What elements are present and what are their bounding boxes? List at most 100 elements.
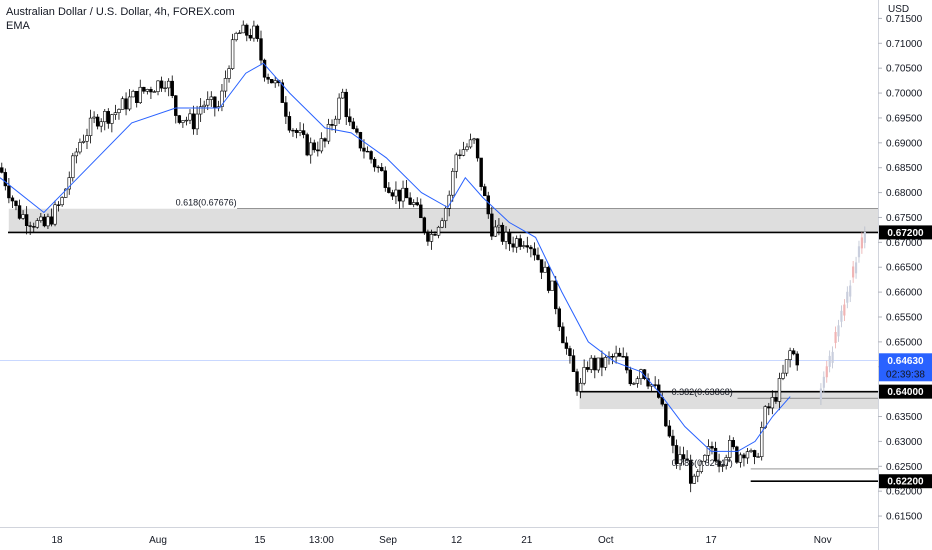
candle-body bbox=[728, 440, 732, 458]
candle-body bbox=[248, 35, 253, 39]
candle-body bbox=[532, 248, 537, 256]
candle-body bbox=[305, 134, 309, 156]
candle-body bbox=[330, 124, 334, 126]
projection-body bbox=[837, 325, 840, 337]
candle-body bbox=[507, 232, 512, 245]
candle-body bbox=[372, 158, 377, 168]
candle-body bbox=[259, 38, 263, 61]
candle-body bbox=[461, 149, 466, 156]
candle-body bbox=[443, 208, 448, 222]
candle-body bbox=[404, 187, 409, 199]
candle-body bbox=[14, 200, 18, 206]
candle-body bbox=[42, 216, 47, 227]
candle-body bbox=[387, 187, 391, 193]
countdown-label: 02:39:38 bbox=[886, 369, 925, 380]
candle-body bbox=[49, 216, 54, 225]
level-badge bbox=[879, 474, 932, 489]
candle-body bbox=[7, 185, 11, 199]
candle-body bbox=[458, 154, 462, 156]
candle-body bbox=[28, 225, 32, 227]
candle-body bbox=[312, 142, 316, 151]
y-tick-label: 0.62000 bbox=[886, 487, 923, 498]
candle-body bbox=[230, 39, 235, 69]
candle-body bbox=[340, 91, 345, 99]
candle-body bbox=[411, 202, 416, 205]
candle-body bbox=[610, 356, 615, 358]
candle-body bbox=[554, 280, 558, 310]
candle-body bbox=[497, 224, 501, 228]
candle-body bbox=[539, 259, 544, 273]
candle-body bbox=[362, 147, 366, 152]
candle-body bbox=[745, 451, 750, 459]
candle-body bbox=[323, 138, 327, 142]
indicator-label[interactable]: EMA bbox=[6, 20, 30, 32]
y-tick-label: 0.61500 bbox=[886, 512, 923, 523]
x-tick-label: 13:00 bbox=[309, 535, 334, 546]
candle-body bbox=[433, 234, 437, 236]
candle-body bbox=[603, 357, 608, 368]
current-price-badge bbox=[879, 353, 932, 382]
y-tick-label: 0.70000 bbox=[886, 89, 923, 100]
candle-body bbox=[617, 352, 622, 357]
candle-body bbox=[557, 308, 561, 328]
candle-body bbox=[99, 121, 103, 127]
candle-body bbox=[774, 397, 778, 402]
candle-body bbox=[177, 115, 182, 123]
candle-body bbox=[685, 458, 689, 461]
ema-line bbox=[0, 62, 791, 452]
x-tick-label: 12 bbox=[451, 535, 463, 546]
candle-body bbox=[174, 95, 178, 116]
candle-body bbox=[365, 150, 370, 153]
candle-body bbox=[436, 226, 441, 236]
candle-body bbox=[426, 231, 430, 242]
candle-body bbox=[688, 460, 693, 484]
candle-body bbox=[696, 471, 700, 477]
candle-body bbox=[756, 456, 760, 458]
candle-body bbox=[301, 130, 306, 135]
projection-body bbox=[860, 237, 864, 249]
projection-body bbox=[846, 291, 849, 303]
candle-body bbox=[784, 359, 789, 374]
x-tick-label: 18 bbox=[52, 535, 64, 546]
candle-body bbox=[78, 142, 82, 153]
candle-body bbox=[348, 116, 352, 123]
candle-body bbox=[120, 98, 125, 110]
candle-body bbox=[543, 266, 547, 273]
candle-body bbox=[511, 243, 515, 248]
candle-body bbox=[60, 197, 64, 206]
candle-body bbox=[522, 245, 526, 247]
candle-body bbox=[717, 460, 721, 467]
candle-body bbox=[309, 142, 313, 156]
candle-body bbox=[376, 166, 380, 169]
candle-body bbox=[46, 216, 50, 227]
y-tick-label: 0.68000 bbox=[886, 188, 923, 199]
candle-body bbox=[660, 397, 664, 405]
candle-body bbox=[156, 80, 160, 92]
y-tick-label: 0.65500 bbox=[886, 312, 923, 323]
candle-body bbox=[369, 151, 373, 160]
candle-body bbox=[213, 96, 217, 109]
projection-body bbox=[863, 231, 866, 243]
candle-body bbox=[85, 135, 89, 142]
chart-title: Australian Dollar / U.S. Dollar, 4h, FOR… bbox=[6, 6, 235, 18]
candle-body bbox=[646, 378, 650, 387]
candle-body bbox=[184, 119, 189, 122]
candle-body bbox=[593, 357, 597, 371]
candle-body bbox=[518, 238, 522, 247]
candle-body bbox=[479, 157, 483, 187]
candle-body bbox=[24, 214, 29, 226]
candle-body bbox=[781, 372, 785, 379]
candle-body bbox=[273, 80, 277, 84]
candle-body bbox=[266, 76, 270, 80]
candle-body bbox=[67, 177, 71, 190]
candle-body bbox=[131, 90, 135, 98]
candle-body bbox=[195, 113, 199, 130]
candle-body bbox=[138, 86, 142, 103]
candle-body bbox=[564, 342, 569, 349]
candle-body bbox=[578, 382, 583, 392]
candle-body bbox=[394, 189, 398, 197]
x-tick-label: 15 bbox=[254, 535, 266, 546]
candle-body bbox=[699, 460, 704, 472]
candle-body bbox=[752, 450, 757, 458]
